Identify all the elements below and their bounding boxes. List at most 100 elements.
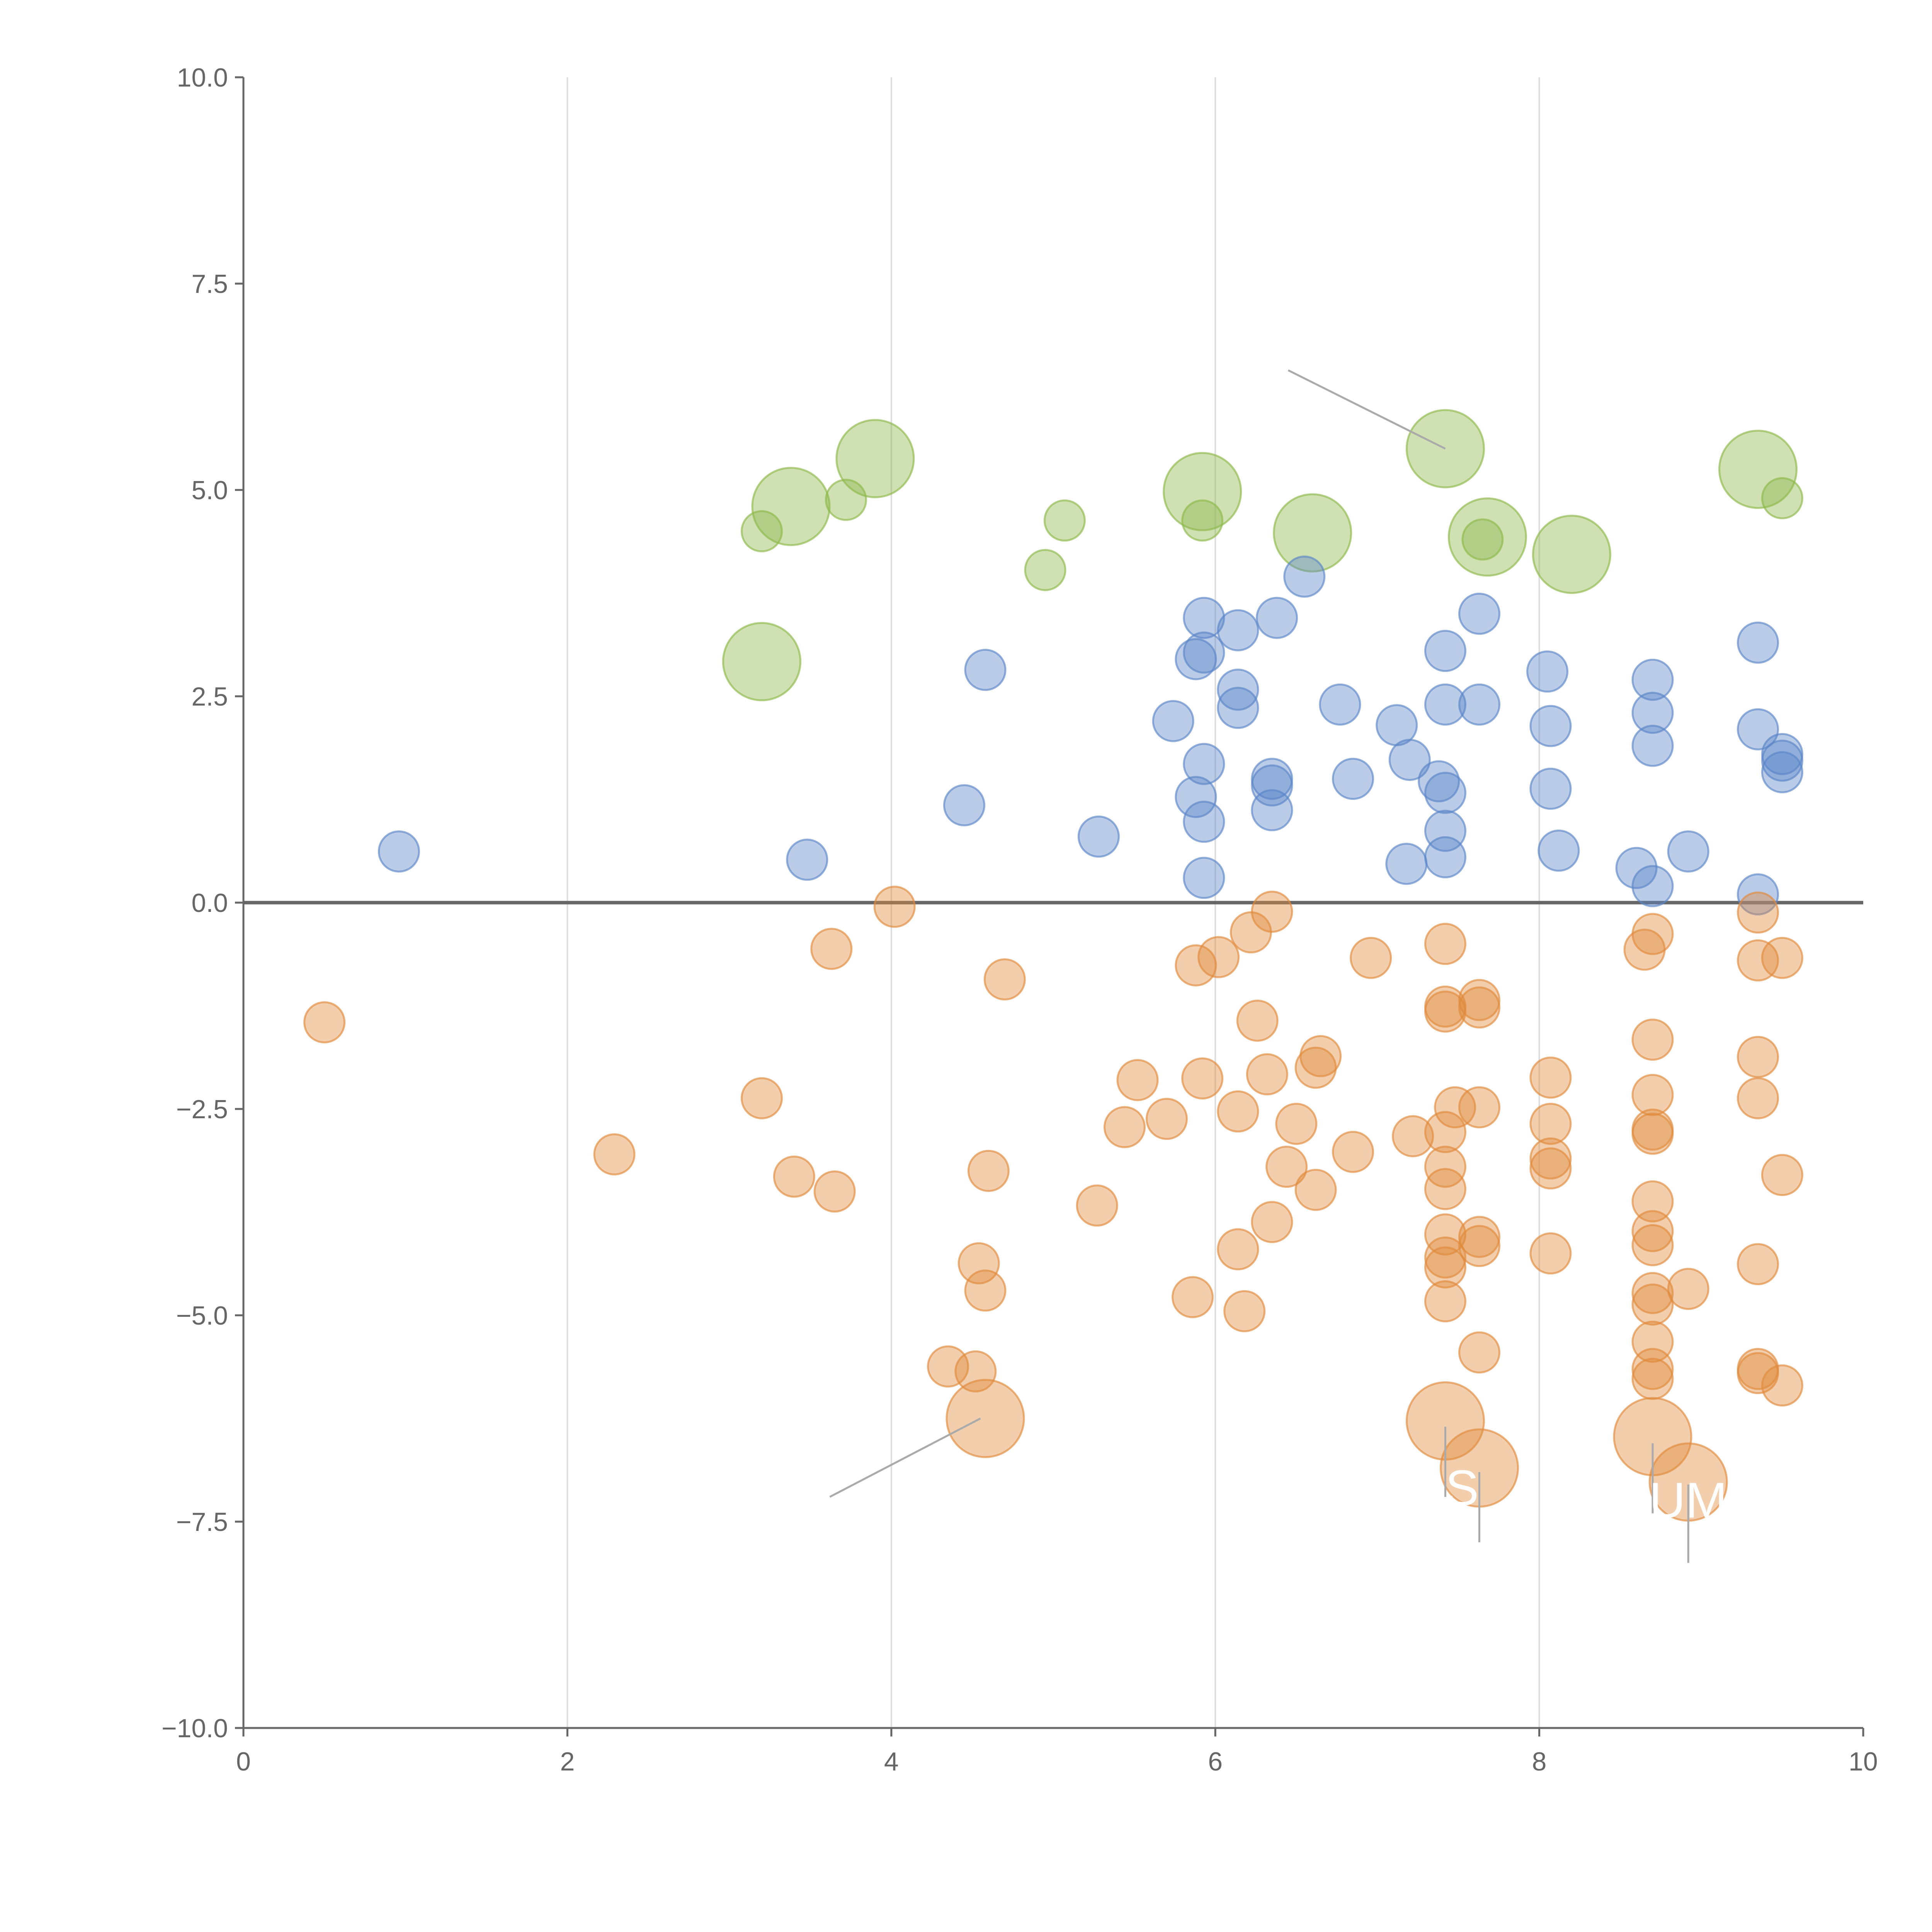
- orange-point: [1737, 1243, 1779, 1286]
- orange-point: [1172, 1276, 1214, 1318]
- blue-point: [1183, 857, 1225, 899]
- orange-point: [1116, 1059, 1159, 1101]
- orange-point: [1737, 939, 1779, 982]
- orange-point: [1181, 1057, 1224, 1100]
- orange-point: [957, 1242, 1000, 1284]
- orange-point: [1424, 1246, 1466, 1289]
- blue-point: [1255, 597, 1298, 639]
- green-point: [1761, 477, 1803, 519]
- orange-point: [1529, 1232, 1572, 1275]
- orange-point: [813, 1170, 856, 1213]
- orange-point: [1175, 944, 1217, 986]
- orange-point: [1246, 1053, 1288, 1095]
- orange-point: [1458, 986, 1500, 1029]
- orange-point: [810, 928, 853, 970]
- orange-point: [1076, 1184, 1118, 1227]
- blue-point: [1737, 873, 1779, 916]
- orange-point: [1631, 913, 1674, 955]
- blue-point: [943, 784, 985, 827]
- orange-point: [1434, 1086, 1476, 1129]
- orange-point: [1631, 1357, 1674, 1400]
- green-point: [835, 419, 915, 498]
- green-point: [722, 622, 801, 701]
- blue-point: [1424, 836, 1466, 879]
- orange-point: [1223, 1290, 1266, 1332]
- orange-point: [1424, 1146, 1466, 1188]
- green-point: [1024, 549, 1066, 591]
- orange-point: [303, 1001, 346, 1044]
- orange-point: [1737, 1077, 1779, 1119]
- orange-point: [1631, 1348, 1674, 1390]
- orange-point: [1251, 890, 1293, 933]
- orange-point: [1761, 1154, 1803, 1196]
- blue-point: [1631, 865, 1674, 907]
- orange-point: [1631, 1210, 1674, 1252]
- x-tick-label: 10: [1849, 1747, 1878, 1776]
- orange-point: [1529, 1137, 1572, 1180]
- x-tick-label: 2: [560, 1747, 575, 1776]
- orange-point: [1737, 1352, 1779, 1395]
- blue-point: [1217, 609, 1259, 651]
- blue-point: [1631, 692, 1674, 734]
- blue-point: [1152, 700, 1194, 742]
- blue-point: [1529, 705, 1572, 747]
- orange-point: [1424, 923, 1466, 965]
- orange-point: [1737, 1036, 1779, 1078]
- blue-point: [1332, 758, 1374, 800]
- orange-point: [1529, 1102, 1572, 1145]
- blue-point: [964, 649, 1007, 691]
- blue-point: [1737, 621, 1779, 664]
- blue-point: [1251, 764, 1293, 807]
- x-tick-label: 6: [1208, 1747, 1223, 1776]
- orange-point: [1350, 937, 1392, 979]
- blue-point: [1251, 789, 1293, 832]
- orange-point: [1424, 1236, 1466, 1279]
- orange-point: [1631, 1272, 1674, 1314]
- blue-point: [1283, 555, 1326, 598]
- blue-point: [1526, 650, 1569, 693]
- annotation-layer: AS UM: [1412, 1459, 1728, 1528]
- blue-point: [1615, 847, 1658, 889]
- y-tick-label: 2.5: [191, 682, 228, 711]
- orange-point: [873, 886, 916, 928]
- annotation-label: AS: [1412, 1459, 1479, 1516]
- orange-point: [773, 1155, 815, 1198]
- blue-point: [1418, 760, 1460, 803]
- orange-point: [1294, 1046, 1337, 1089]
- green-point: [740, 510, 783, 553]
- annotation-leader-line: [1287, 369, 1446, 450]
- blue-point: [378, 830, 420, 873]
- y-tick-label: −7.5: [176, 1507, 228, 1537]
- orange-point: [1458, 1331, 1500, 1374]
- orange-point: [1217, 1228, 1259, 1270]
- green-point: [1532, 515, 1611, 594]
- orange-point: [1197, 936, 1240, 978]
- green-point: [1181, 499, 1224, 542]
- blue-point: [1175, 638, 1217, 680]
- blue-point: [1631, 724, 1674, 767]
- orange-point: [954, 1350, 997, 1393]
- blue-point: [1761, 740, 1803, 782]
- orange-point: [593, 1133, 636, 1175]
- orange-point: [1424, 990, 1466, 1033]
- y-tick-label: −2.5: [176, 1095, 228, 1124]
- orange-point: [983, 958, 1026, 1001]
- green-point: [1273, 493, 1352, 573]
- orange-point: [1529, 1056, 1572, 1099]
- orange-point: [1761, 937, 1803, 979]
- y-tick-label: 5.0: [191, 476, 228, 505]
- y-tick-label: 7.5: [191, 269, 228, 299]
- green-point: [1163, 452, 1242, 531]
- blue-point: [1631, 658, 1674, 701]
- blue-point: [1761, 751, 1803, 794]
- orange-point: [1458, 1216, 1500, 1258]
- green-point: [1461, 518, 1504, 561]
- blue-point: [1385, 843, 1428, 885]
- orange-point: [1631, 1224, 1674, 1266]
- x-tick-label: 8: [1532, 1747, 1547, 1776]
- point-layer: [303, 409, 1803, 1522]
- leader-layer: [829, 369, 1689, 1563]
- orange-point: [1217, 1090, 1259, 1133]
- orange-point: [1294, 1168, 1337, 1211]
- green-point: [751, 467, 831, 546]
